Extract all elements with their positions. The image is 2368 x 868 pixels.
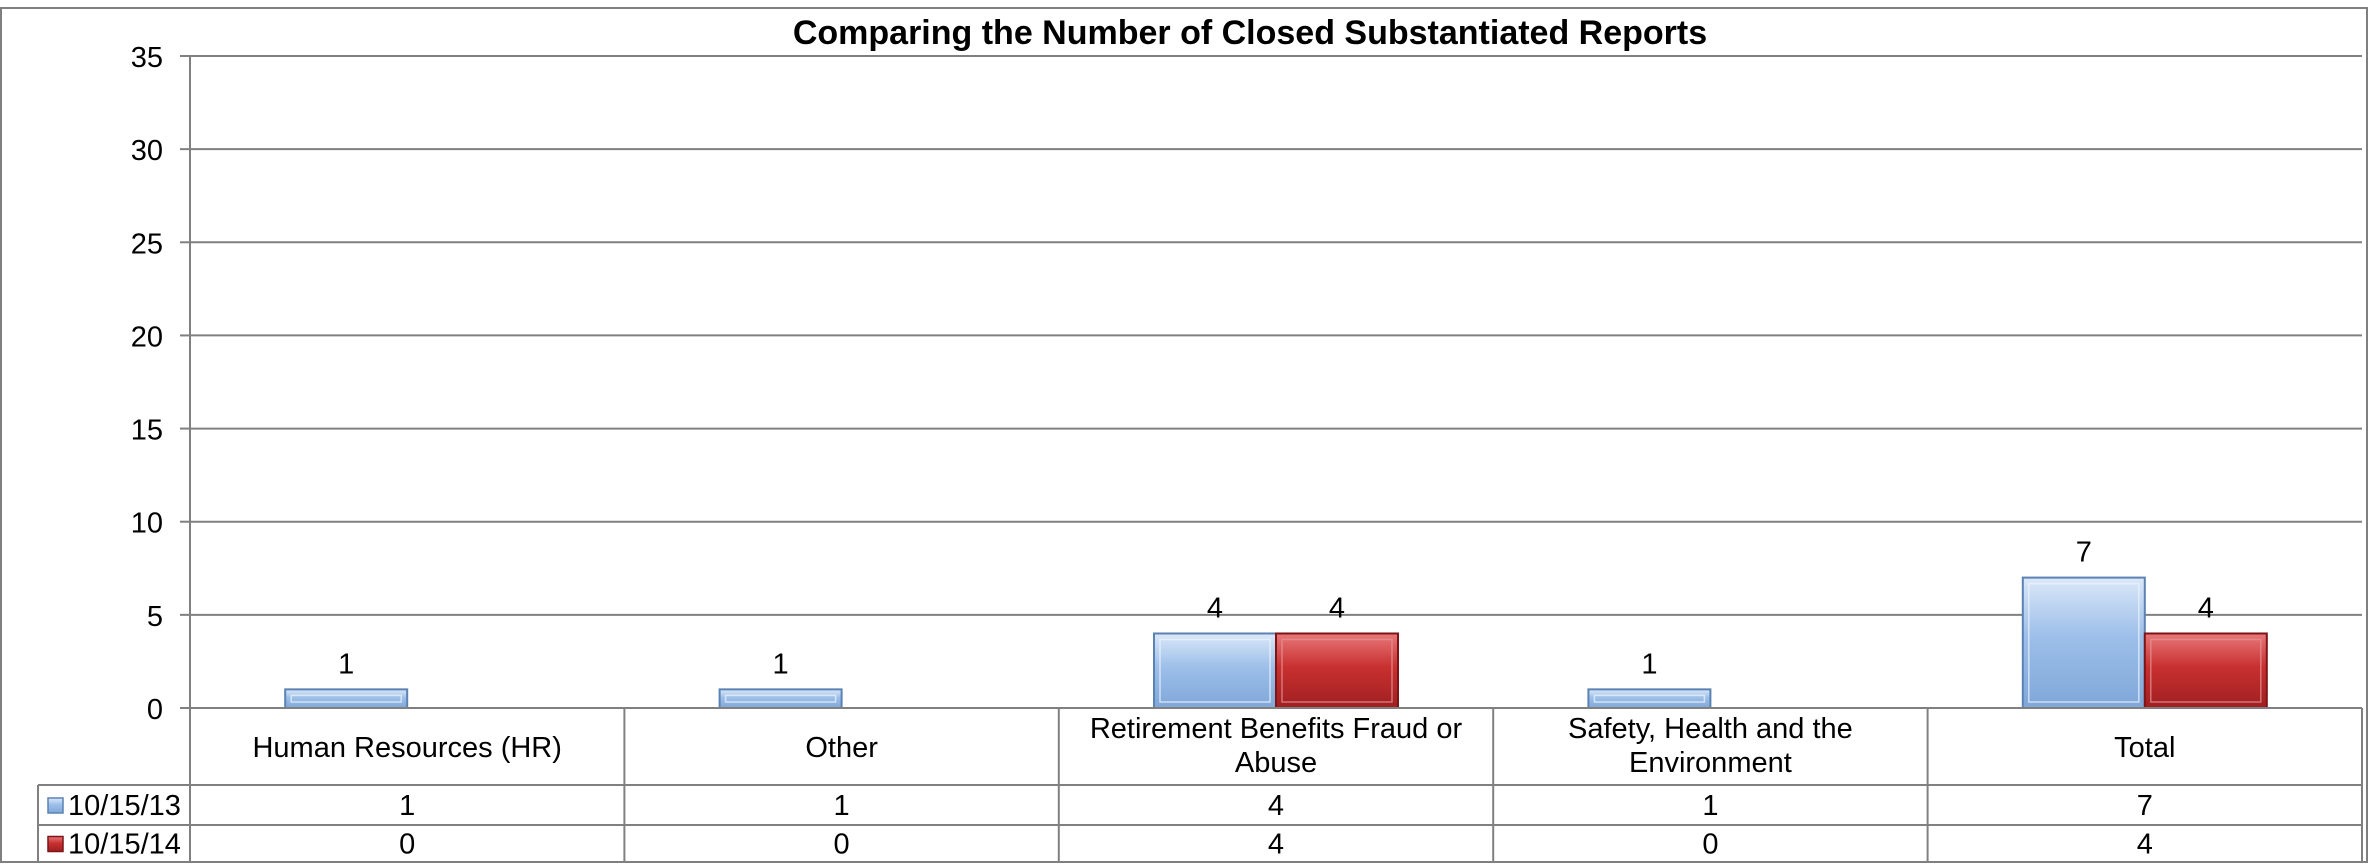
category-label-line: Retirement Benefits Fraud or bbox=[1090, 713, 1463, 745]
category-label-line: Human Resources (HR) bbox=[252, 732, 561, 764]
bar bbox=[2143, 632, 2268, 709]
bar bbox=[1153, 632, 1277, 709]
table-cell: 1 bbox=[1702, 790, 1718, 822]
table-cell: 4 bbox=[2137, 829, 2153, 861]
data-table: Human Resources (HR) Other Retirement Bene… bbox=[37, 707, 2363, 863]
table-cell: 1 bbox=[399, 790, 415, 822]
bars: 1 1 4 1 7 4 4 bbox=[284, 537, 2268, 709]
series-name: 10/15/13 bbox=[68, 790, 181, 822]
bar bbox=[1587, 688, 1712, 709]
table-cell: 1 bbox=[834, 790, 850, 822]
category-label: Other bbox=[805, 732, 878, 764]
data-label: 4 bbox=[1329, 592, 1345, 624]
category-label-line: Total bbox=[2114, 732, 2175, 764]
data-label: 4 bbox=[1207, 592, 1223, 624]
category-label-line: Other bbox=[805, 732, 878, 764]
bar-highlight bbox=[1159, 638, 1271, 703]
y-tick-label: 0 bbox=[147, 694, 163, 726]
table-cell: 4 bbox=[1268, 829, 1284, 861]
bar-highlight bbox=[724, 694, 837, 703]
category-label-line: Environment bbox=[1629, 747, 1792, 779]
bar bbox=[718, 688, 843, 709]
table-cell: 7 bbox=[2137, 790, 2153, 822]
category-label: Safety, Health and the Environment bbox=[1568, 713, 1853, 779]
table-cell: 0 bbox=[834, 829, 850, 861]
series-name: 10/15/14 bbox=[68, 829, 181, 861]
bar-highlight bbox=[1593, 694, 1706, 703]
table-cell: 0 bbox=[399, 829, 415, 861]
chart-title: Comparing the Number of Closed Substanti… bbox=[793, 14, 1707, 52]
bar bbox=[284, 688, 409, 709]
y-tick-label: 20 bbox=[131, 321, 163, 353]
y-tick-label: 15 bbox=[131, 415, 163, 447]
bar-highlight bbox=[1281, 638, 1393, 703]
legend-key bbox=[47, 797, 64, 814]
y-tick-label: 10 bbox=[131, 508, 163, 540]
bar-highlight bbox=[2150, 638, 2262, 703]
category-label: Total bbox=[2114, 732, 2175, 764]
category-label: Retirement Benefits Fraud or Abuse bbox=[1090, 713, 1463, 779]
bar-highlight bbox=[290, 694, 402, 703]
bar bbox=[1275, 632, 1399, 709]
chart-frame bbox=[0, 7, 2368, 863]
bar-highlight bbox=[2028, 582, 2140, 703]
y-tick-label: 35 bbox=[131, 42, 163, 74]
y-tick-label: 25 bbox=[131, 228, 163, 260]
data-label: 1 bbox=[1641, 648, 1657, 680]
table-cell: 0 bbox=[1702, 829, 1718, 861]
y-tick-label: 5 bbox=[147, 601, 163, 633]
category-label: Human Resources (HR) bbox=[252, 732, 561, 764]
data-label: 4 bbox=[2198, 592, 2214, 624]
table-cell: 4 bbox=[1268, 790, 1284, 822]
data-label: 7 bbox=[2076, 537, 2092, 569]
y-tick-label: 30 bbox=[131, 135, 163, 167]
data-label: 1 bbox=[338, 648, 354, 680]
bar bbox=[2021, 576, 2146, 709]
legend-key bbox=[47, 835, 64, 853]
category-label-line: Abuse bbox=[1235, 747, 1317, 779]
category-label-line: Safety, Health and the bbox=[1568, 713, 1853, 745]
data-label: 1 bbox=[773, 648, 789, 680]
